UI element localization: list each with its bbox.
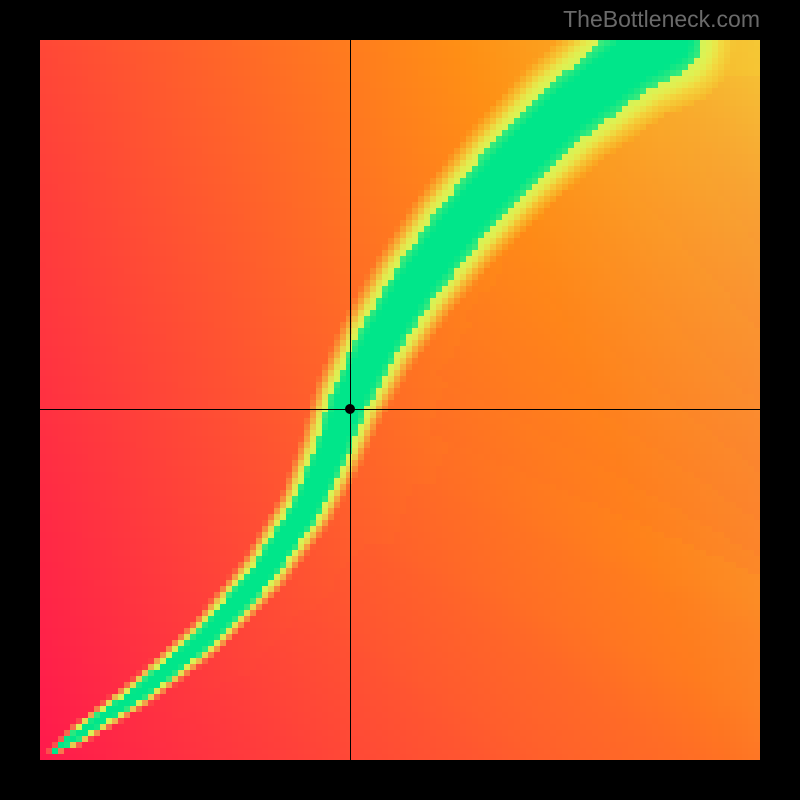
watermark-text: TheBottleneck.com — [563, 6, 760, 33]
heatmap-canvas — [40, 40, 760, 760]
plot-area — [40, 40, 760, 760]
data-point-marker — [345, 404, 355, 414]
crosshair-vertical — [350, 40, 351, 760]
crosshair-horizontal — [40, 409, 760, 410]
chart-frame: TheBottleneck.com — [0, 0, 800, 800]
